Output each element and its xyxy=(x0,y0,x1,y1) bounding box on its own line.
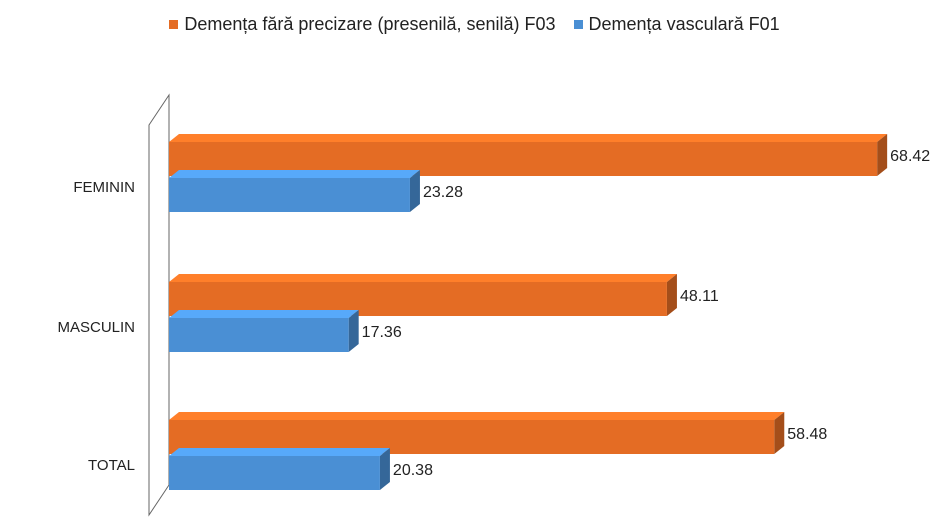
bar-top-face xyxy=(169,412,785,420)
legend-item-f01: Demența vasculară F01 xyxy=(573,14,780,35)
bar xyxy=(169,318,349,352)
category-label: TOTAL xyxy=(88,457,135,474)
data-label: 23.28 xyxy=(423,184,463,201)
bar-end-face xyxy=(409,170,420,212)
bar-end-face xyxy=(666,274,677,316)
legend-swatch-f01 xyxy=(573,20,583,29)
bar-end-face xyxy=(877,134,888,176)
data-label: 48.11 xyxy=(680,288,719,305)
bar-top-face xyxy=(169,448,390,456)
legend-label-f01: Demența vasculară F01 xyxy=(588,14,780,34)
bar-top-face xyxy=(169,310,359,318)
axis-wall xyxy=(148,93,170,517)
bar xyxy=(169,178,410,212)
category-label: FEMININ xyxy=(73,179,135,196)
legend-swatch-f03 xyxy=(169,20,179,29)
bar xyxy=(169,456,380,490)
legend-label-f03: Demența fără precizare (presenilă, senil… xyxy=(184,14,556,34)
bar-top-face xyxy=(169,134,888,142)
bar-top-face xyxy=(169,170,420,178)
chart-legend: Demența fără precizare (presenilă, senil… xyxy=(0,14,949,35)
bar-end-face xyxy=(348,310,359,352)
legend-item-f03: Demența fără precizare (presenilă, senil… xyxy=(169,14,556,35)
category-label: MASCULIN xyxy=(57,319,135,336)
data-label: 68.42 xyxy=(890,148,930,165)
bar-top-face xyxy=(169,274,677,282)
bar-end-face xyxy=(379,448,390,490)
data-label: 20.38 xyxy=(393,462,433,479)
data-label: 58.48 xyxy=(787,426,827,443)
data-label: 17.36 xyxy=(362,324,402,341)
bar-end-face xyxy=(774,412,785,454)
